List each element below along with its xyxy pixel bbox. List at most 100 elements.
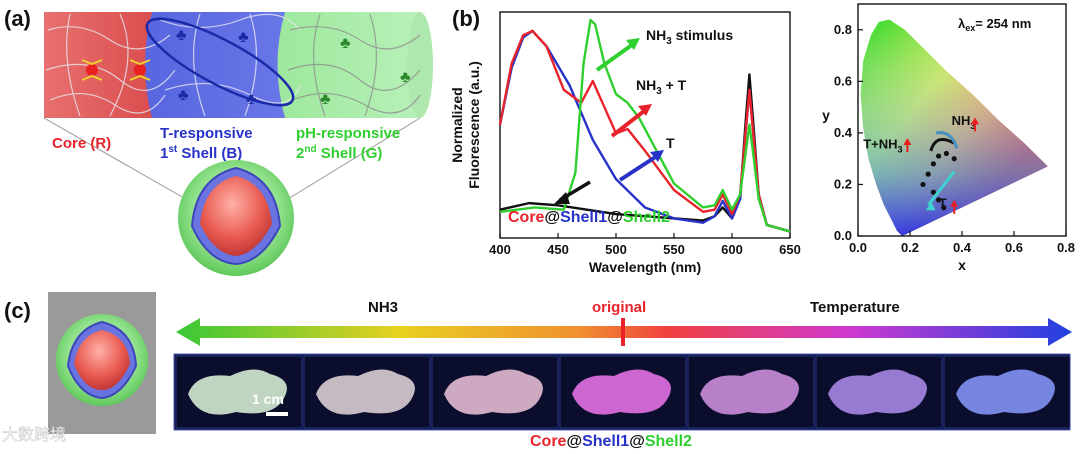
cie-data-point (936, 197, 942, 203)
svg-text:♣: ♣ (400, 69, 411, 86)
watermark: 大数跨境 (2, 425, 66, 444)
panel-a-label: (a) (4, 6, 31, 31)
cie-data-point (951, 156, 957, 162)
photo-strip (173, 353, 1071, 431)
cie-label-nh3: NH3 (952, 113, 976, 131)
panel-c: (c) 大数跨境 NH3 original Temperature 1 cm C… (2, 292, 1072, 450)
shell1-label-line2: 1st Shell (B) (160, 144, 242, 162)
cie-excitation-label: λex= 254 nm (958, 16, 1031, 33)
cie-x-tick-label: 0.8 (1057, 240, 1075, 255)
photo-sample (316, 369, 415, 415)
core-label: Core (R) (52, 135, 111, 152)
shell-band: ♣ ♣ ♣ ♣ ♣ ♣ ♣ (44, 12, 433, 118)
panel-c-label: (c) (4, 298, 31, 323)
shell1-ring (145, 17, 295, 107)
shell2-molecules: ♣ ♣ ♣ (320, 35, 411, 108)
spectrum-x-tick-label: 550 (663, 242, 685, 257)
cie-locus-blue-overlay (860, 19, 1048, 236)
cie-data-point (925, 171, 931, 177)
nh3-t-arrowhead (638, 104, 652, 116)
photo-sample (828, 369, 927, 415)
cie-arrow-t (950, 199, 959, 214)
panel-a: (a) (4, 6, 433, 276)
connector-right (269, 117, 421, 211)
spectrum-x-tick-label: 400 (489, 242, 511, 257)
core-region (44, 12, 170, 118)
cie-label-t: T (939, 196, 947, 211)
cie-data-point (943, 150, 950, 157)
photo-sample (956, 369, 1055, 415)
caption: Core@Shell1@Shell2 (530, 433, 692, 450)
cie-trajectory-cyan-head (925, 202, 936, 211)
spectrum-plot-frame (499, 11, 791, 239)
cie-x-tick-label: 0.4 (953, 240, 972, 255)
nh3-t-arrow (610, 106, 650, 138)
svg-text:♣: ♣ (238, 29, 249, 46)
svg-text:♣: ♣ (176, 27, 187, 44)
spectrum-legend: Core@Shell1@Shell2 (508, 209, 670, 226)
cie-trajectory-cyan (927, 170, 956, 206)
photo-sample (444, 369, 543, 415)
polymer-mesh-green (287, 13, 421, 117)
spectrum-series-line (498, 29, 791, 233)
t-arrowhead (650, 150, 664, 162)
panel-b-label: (b) (452, 6, 480, 31)
nh3-stimulus-arrow (595, 40, 638, 72)
original-marker (621, 318, 625, 346)
sphere-tile-sphere (56, 314, 148, 406)
spectrum-x-tick-label: 450 (547, 242, 569, 257)
shell1-region (145, 12, 300, 118)
spectrum-chart: 400 450 500 550 600 650 Wavelength (nm) Normali… (449, 11, 801, 275)
panel-b: (b) 400 450 500 550 600 650 Wavelength (nm) Nor… (449, 6, 801, 275)
cie-data-point (936, 153, 942, 159)
cie-x-tick-label: 0.0 (849, 240, 867, 255)
cie-y-tick-label: 0.0 (834, 228, 852, 243)
arrow-middle-label: original (592, 299, 646, 316)
black-arrowhead (554, 192, 570, 204)
t-arrow (618, 152, 662, 182)
cie-data-point (930, 189, 937, 195)
cie-y-tick-label: 0.4 (834, 125, 853, 140)
cie-arrow-t-nh3 (903, 138, 912, 153)
photo-sample (700, 369, 799, 415)
cie-trajectory-blue (935, 131, 959, 149)
cie-x-tick-label: 0.6 (1005, 240, 1023, 255)
spectrum-x-tick-label: 650 (779, 242, 801, 257)
cie-label-t-nh3: T+NH3 (863, 136, 902, 154)
panel-cie: 0.0 0.2 0.4 0.6 0.8 0.0 0.2 0.4 0.6 0.8 x y λex= 254… (822, 3, 1075, 273)
cie-data-point (920, 181, 926, 188)
cie-chart: 0.0 0.2 0.4 0.6 0.8 0.0 0.2 0.4 0.6 0.8 x y λex= 254… (822, 3, 1075, 273)
nh3-stimulus-arrowhead (626, 38, 640, 50)
spectrum-x-tick-label: 600 (721, 242, 743, 257)
cie-data-point (930, 161, 937, 167)
cie-y-tick-label: 0.6 (834, 73, 852, 88)
shell2-label-line1: pH-responsive (296, 125, 400, 142)
core-molecules (81, 59, 151, 81)
cie-y-tick-label: 0.2 (834, 176, 852, 191)
cie-x-axis-title: x (958, 257, 966, 273)
svg-text:♣: ♣ (320, 91, 331, 108)
shell2-label-line2: 2nd Shell (G) (296, 144, 382, 162)
svg-text:♣: ♣ (178, 87, 189, 104)
spectrum-series-line (499, 18, 791, 233)
photo-sample (188, 369, 287, 415)
polymer-mesh (45, 13, 301, 117)
cie-trajectory-black (929, 137, 955, 152)
cie-y-tick-label: 0.8 (834, 22, 852, 37)
shell1-label-line1: T-responsive (160, 125, 253, 142)
band-end-cap (407, 12, 433, 118)
shell2-region (277, 12, 420, 118)
cie-x-tick-label: 0.2 (901, 240, 919, 255)
core-shell-sphere (178, 160, 294, 276)
nh3-stimulus-label: NH3 stimulus (646, 27, 733, 47)
scale-bar (266, 412, 288, 416)
svg-text:♣: ♣ (340, 35, 351, 52)
scale-bar-label: 1 cm (252, 391, 284, 407)
t-label: T (666, 135, 675, 151)
cie-arrow-nh3 (971, 117, 979, 132)
spectrum-x-tick-label: 500 (605, 242, 627, 257)
photo-sample (572, 369, 671, 415)
nh3-t-label: NH3 + T (636, 77, 687, 97)
cie-y-axis-title: y (822, 107, 830, 123)
